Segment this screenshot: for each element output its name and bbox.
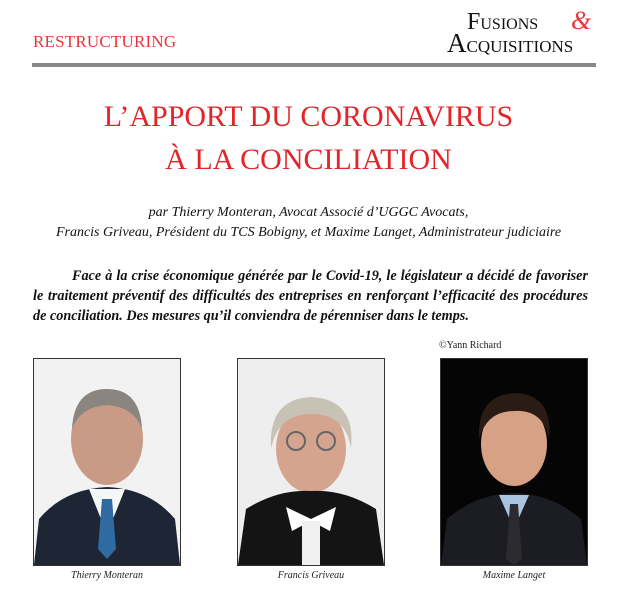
portrait-francis-griveau: [237, 358, 385, 566]
portrait-thierry-monteran: [33, 358, 181, 566]
caption-maxime-langet: Maxime Langet: [482, 570, 546, 581]
header-divider: [32, 63, 596, 67]
portrait-maxime-langet: [440, 358, 588, 566]
article-title-line2: À LA CONCILIATION: [165, 143, 452, 176]
fusions-acquisitions-logo: FUSIONS & ACQUISITIONS: [447, 6, 592, 58]
byline-line2: Francis Griveau, Président du TCS Bobign…: [55, 225, 562, 240]
caption-thierry-monteran: Thierry Monteran: [71, 570, 143, 581]
section-label: RESTRUCTURING: [33, 32, 177, 51]
byline: par Thierry Monteran, Avocat Associé d’U…: [0, 203, 617, 243]
photo-credit: ©Yann Richard: [439, 340, 502, 351]
article-lead: Face à la crise économique générée par l…: [33, 268, 588, 324]
caption-francis-griveau: Francis Griveau: [277, 570, 345, 581]
article-title-line1: L’APPORT DU CORONAVIRUS: [103, 100, 514, 133]
byline-line1: par Thierry Monteran, Avocat Associé d’U…: [148, 205, 469, 220]
